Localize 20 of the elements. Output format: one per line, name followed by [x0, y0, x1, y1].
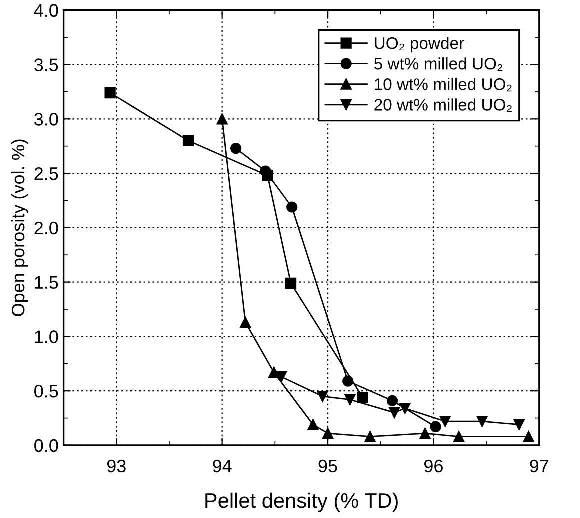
x-tick-label: 97 — [530, 460, 549, 473]
x-axis-title: Pellet density (% TD) — [206, 492, 398, 512]
x-tick-label: 96 — [424, 460, 443, 473]
legend-label: 10 wt% milled UO₂ — [375, 78, 512, 92]
y-tick-label: 2.0 — [34, 222, 58, 235]
y-tick-label: 0.5 — [34, 385, 58, 398]
y-axis-title: Open porosity (vol. %) — [11, 140, 28, 316]
y-tick-label: 0.0 — [34, 439, 58, 452]
y-tick-label: 4.0 — [34, 4, 58, 18]
x-tick-label: 94 — [213, 460, 232, 473]
legend-label: UO₂ powder — [375, 37, 464, 53]
y-tick-label: 1.5 — [35, 276, 58, 290]
legend-label: 5 wt% milled UO₂ — [374, 58, 503, 72]
y-tick-label: 1.0 — [35, 330, 58, 344]
y-tick-label: 3.0 — [34, 113, 58, 126]
y-tick-label: 3.5 — [34, 58, 58, 72]
x-tick-label: 93 — [107, 460, 126, 473]
x-tick-label: 95 — [318, 460, 338, 473]
y-tick-label: 2.5 — [34, 167, 58, 180]
legend-label: 20 wt% milled UO₂ — [374, 98, 512, 112]
